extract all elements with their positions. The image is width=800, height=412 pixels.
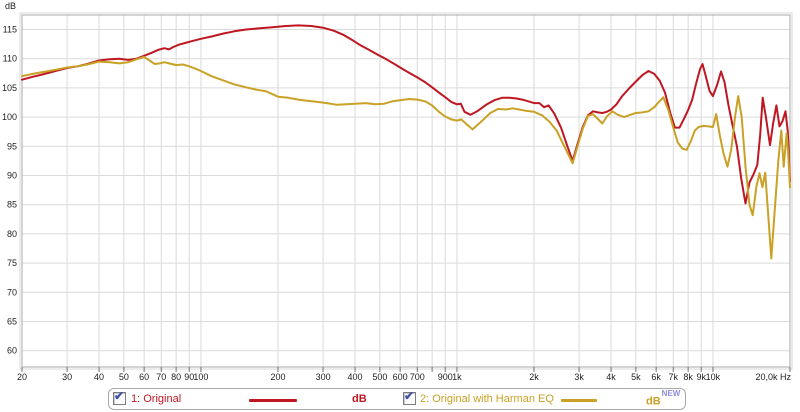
x-tick-label: 10k [706, 372, 721, 382]
trace-2-label[interactable]: 2: Original with Harman EQ [420, 393, 554, 405]
x-tick-label: 600 [393, 372, 408, 382]
y-tick-label: 70 [7, 287, 17, 297]
x-tick-label: 500 [372, 372, 387, 382]
y-tick-label: 75 [7, 258, 17, 268]
x-tick-label: 50 [119, 372, 129, 382]
trace-2-unit: dBNEW [646, 389, 680, 408]
y-tick-label: 85 [7, 200, 17, 210]
y-tick-label: 90 [7, 171, 17, 181]
x-tick-label: 700 [410, 372, 425, 382]
plot-outer-border [19, 12, 793, 370]
trace-1-color-sample [249, 399, 297, 402]
x-tick-label: 400 [348, 372, 363, 382]
trace-1-unit: dB [352, 393, 367, 405]
trace-legend: ✔ 1: Original dB ✔ 2: Original with Harm… [108, 388, 686, 410]
x-tick-label: 80 [171, 372, 181, 382]
x-tick-label: 60 [139, 372, 149, 382]
y-tick-label: 110 [3, 54, 17, 64]
trace-2-visibility-checkbox[interactable]: ✔ [403, 389, 416, 405]
trace-2-new-badge: NEW [661, 389, 681, 398]
x-tick-label: 2k [529, 372, 539, 382]
x-tick-label: 8k [683, 372, 693, 382]
x-tick-label: 90 [184, 372, 194, 382]
check-icon: ✔ [114, 389, 125, 403]
trace-2-path [21, 55, 791, 260]
x-tick-label: 3k [574, 372, 584, 382]
x-tick-label: 4k [606, 372, 616, 382]
x-tick-label: 20,0k Hz [755, 372, 791, 382]
y-tick-label: 115 [3, 25, 17, 35]
check-icon: ✔ [404, 389, 415, 403]
trace-2-color-sample [561, 399, 597, 402]
y-tick-label: 95 [7, 141, 17, 151]
y-tick-label: 80 [7, 229, 17, 239]
y-tick-label: 105 [2, 83, 17, 93]
x-tick-label: 300 [316, 372, 331, 382]
plot-frame [21, 14, 791, 368]
y-axis-unit-label: dB [5, 1, 17, 11]
x-tick-label: 1k [452, 372, 462, 382]
trace-2-unit-text: dB [646, 395, 661, 408]
x-tick-label: 5k [631, 372, 641, 382]
x-tick-label: 30 [62, 372, 72, 382]
y-tick-label: 100 [2, 112, 17, 122]
x-tick-label: 7k [669, 372, 679, 382]
x-tick-label: 6k [651, 372, 661, 382]
trace-1-path [21, 24, 791, 205]
x-tick-label: 40 [94, 372, 104, 382]
y-tick-label: 60 [7, 346, 17, 356]
x-tick-label: 20 [17, 372, 27, 382]
x-tick-label: 200 [270, 372, 285, 382]
x-tick-label: 100 [193, 372, 208, 382]
x-tick-label: 70 [156, 372, 166, 382]
y-tick-label: 65 [7, 317, 17, 327]
trace-1-label[interactable]: 1: Original [131, 393, 182, 405]
trace-1-visibility-checkbox[interactable]: ✔ [113, 389, 126, 405]
x-tick-label: 900 [438, 372, 453, 382]
x-tick-label: 9k [696, 372, 706, 382]
